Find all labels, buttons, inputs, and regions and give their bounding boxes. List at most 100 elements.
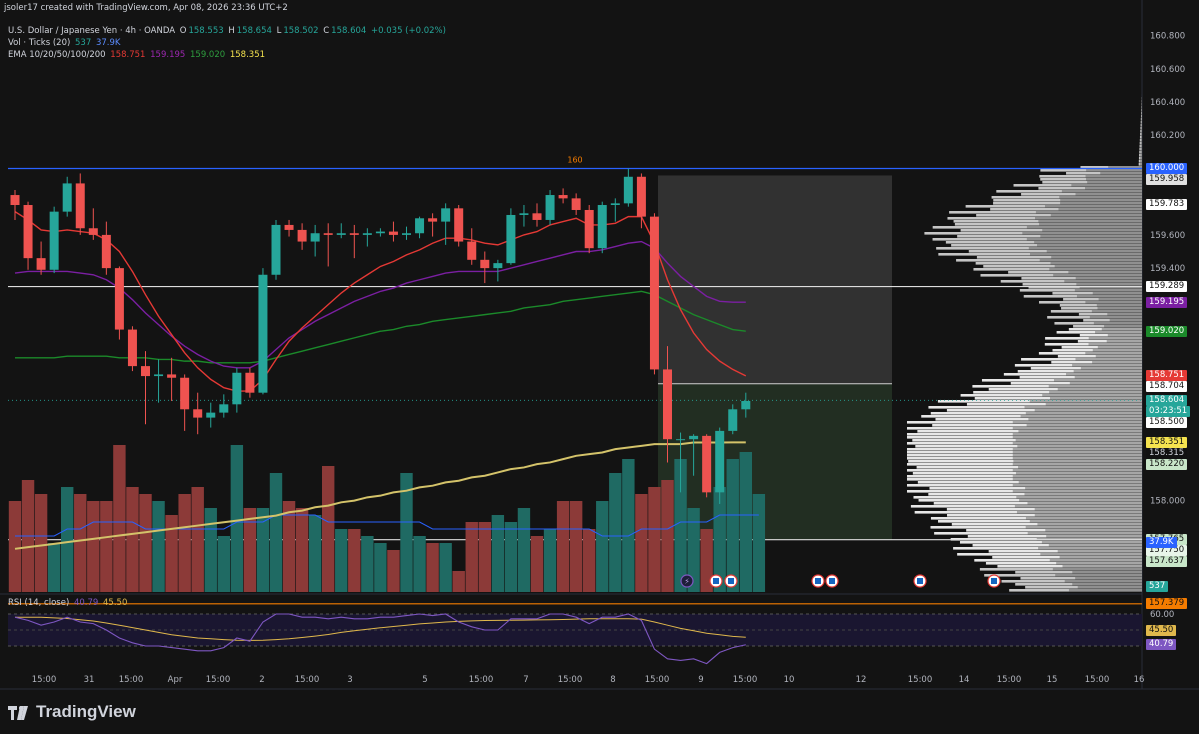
volume-profile-inner-bar (1019, 499, 1142, 502)
price-tick: 159.400 (1150, 264, 1185, 274)
volume-profile-inner-bar (1075, 277, 1142, 280)
volume-profile-inner-bar (1012, 484, 1142, 487)
candle-body (101, 234, 111, 269)
candle-body (623, 176, 633, 204)
ema50-line (15, 290, 746, 364)
volume-profile-inner-bar (1107, 313, 1142, 316)
rsi-tick: 60.00 (1150, 610, 1174, 620)
volume-profile-inner-bar (1057, 550, 1142, 553)
countdown-tag: 03:23:51 (1146, 405, 1191, 417)
volume-profile-inner-bar (1012, 448, 1142, 451)
flag-inner (815, 578, 821, 584)
rsi-label: RSI (14, close) (8, 598, 70, 608)
volume-profile-inner-bar (1024, 493, 1142, 496)
time-tick: 3 (347, 675, 352, 685)
volume-bar (322, 466, 335, 592)
volume-profile-inner-bar (1060, 199, 1142, 202)
candle-body (493, 263, 503, 269)
volume-profile-inner-bar (1096, 304, 1142, 307)
volume-bar (739, 452, 752, 592)
volume-profile-inner-bar (1049, 391, 1142, 394)
volume-profile-inner-bar (1012, 454, 1142, 457)
volume-profile-inner-bar (1088, 343, 1142, 346)
volume-profile-inner-bar (1016, 511, 1142, 514)
volume-profile-inner-bar (1016, 496, 1142, 499)
flag-inner (829, 578, 835, 584)
volume-profile-inner-bar (1012, 427, 1142, 430)
volume-profile-inner-bar (1012, 463, 1142, 466)
candle-body (114, 268, 124, 330)
volume-profile-inner-bar (1038, 547, 1142, 550)
price-tag-158.220: 158.220 (1146, 458, 1188, 470)
volume-profile-inner-bar (1054, 265, 1142, 268)
ema200-line (14, 441, 746, 550)
volume-profile-inner-bar (1075, 358, 1142, 361)
time-tick: 15:00 (206, 675, 231, 685)
volume-profile-inner-bar (1068, 271, 1142, 274)
volume-tag-537: 537 (1146, 581, 1169, 592)
candle-body (454, 208, 464, 242)
ema50-value: 159.020 (190, 50, 226, 60)
volume-profile-inner-bar (1042, 229, 1142, 232)
volume-bar (374, 543, 387, 592)
volume-profile-inner-bar (1095, 355, 1142, 358)
lightning-icon: ⚡ (680, 574, 694, 588)
volume-profile-inner-bar (1073, 370, 1142, 373)
volume-bar (61, 487, 74, 592)
volume-bar (308, 515, 322, 592)
volume-profile-inner-bar (1087, 181, 1142, 184)
volume-bar (335, 529, 348, 592)
candle-body (702, 435, 712, 493)
volume-profile-inner-bar (1072, 583, 1142, 586)
volume-profile-inner-bar (1101, 328, 1142, 331)
time-tick: 15:00 (469, 675, 494, 685)
rsi-tag: 45.50 (1146, 625, 1177, 636)
time-tick: 10 (784, 675, 795, 685)
time-tick: 16 (1134, 675, 1145, 685)
volume-bar (452, 571, 465, 592)
volume-profile-inner-bar (1058, 208, 1142, 211)
volume-bar (687, 508, 700, 592)
ohlc-open: 158.553 (188, 26, 224, 36)
tradingview-logo[interactable]: TradingView (8, 702, 136, 722)
symbol-legend[interactable]: U.S. Dollar / Japanese Yen · 4h · OANDA … (8, 26, 446, 36)
candle-body (297, 229, 307, 242)
volume-profile-inner-bar (1024, 406, 1142, 409)
volume-profile-inner-bar (1091, 310, 1142, 313)
candle-body (10, 195, 20, 206)
volume-profile-inner-bar (1100, 172, 1142, 175)
ohlc-close: 158.604 (331, 26, 367, 36)
price-tag-159.195: 159.195 (1146, 296, 1188, 308)
volume-profile-inner-bar (1050, 214, 1142, 217)
rsi-legend[interactable]: RSI (14, close) 40.79 45.50 (8, 598, 129, 609)
volume-profile-inner-bar (1012, 433, 1142, 436)
volume-profile-inner-bar (1076, 283, 1142, 286)
volume-bar (752, 494, 766, 592)
volume-profile-inner-bar (1066, 373, 1142, 376)
candle-body (558, 195, 568, 199)
time-tick: 5 (422, 675, 427, 685)
time-tick: 15:00 (119, 675, 144, 685)
candle-body (597, 205, 607, 249)
volume-bar (74, 494, 87, 592)
price-tick: 159.600 (1150, 231, 1185, 241)
volume-profile-inner-bar (1053, 274, 1142, 277)
ohlc-low: 158.502 (283, 26, 319, 36)
volume-bar (126, 487, 139, 592)
volume-profile-inner-bar (1074, 289, 1142, 292)
volume-legend[interactable]: Vol · Ticks (20) 537 37.9K (8, 38, 122, 49)
flag-icon (811, 574, 825, 588)
volume-profile-inner-bar (1025, 526, 1142, 529)
volume-bar (622, 459, 635, 592)
volume-profile-inner-bar (1013, 460, 1142, 463)
time-tick: Apr (168, 675, 183, 685)
volume-bar (152, 501, 165, 592)
volume-profile-inner-bar (1020, 415, 1142, 418)
ema10-line (14, 211, 747, 392)
volume-bar (583, 529, 596, 592)
lightning-icon-circle (680, 574, 694, 588)
volume-profile-inner-bar (1085, 175, 1142, 178)
volume-profile-inner-bar (1025, 412, 1142, 415)
ema-legend[interactable]: EMA 10/20/50/100/200 158.751 159.195 159… (8, 50, 267, 61)
